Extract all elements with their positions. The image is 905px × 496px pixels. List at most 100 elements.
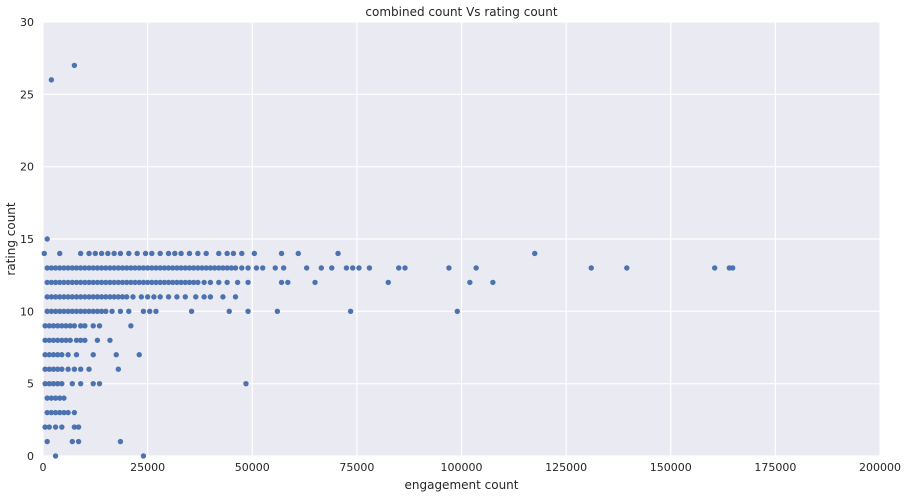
data-point xyxy=(44,294,50,300)
data-point xyxy=(396,265,402,271)
data-point xyxy=(86,279,92,286)
data-point xyxy=(71,323,78,329)
data-point xyxy=(190,279,197,286)
data-point xyxy=(57,294,63,300)
data-point xyxy=(170,279,176,286)
data-point xyxy=(201,279,207,286)
data-point xyxy=(111,250,117,257)
data-point xyxy=(77,380,84,387)
data-point xyxy=(90,352,96,358)
data-point xyxy=(186,279,193,286)
x-tick-labels: 0 25000 50000 75000 100000 125000 150000 175000… xyxy=(40,461,902,474)
data-point xyxy=(149,279,155,286)
y-tick-label: 5 xyxy=(27,378,34,391)
data-point xyxy=(260,265,266,271)
data-point xyxy=(65,308,71,315)
x-tick-label: 100000 xyxy=(441,461,483,474)
data-point xyxy=(73,279,80,286)
data-point xyxy=(285,279,291,286)
data-point xyxy=(42,380,48,387)
data-point xyxy=(52,294,59,300)
data-point xyxy=(124,279,130,286)
data-point xyxy=(111,279,117,286)
data-point xyxy=(94,279,101,286)
data-point xyxy=(94,308,101,315)
data-point xyxy=(147,308,153,315)
data-point xyxy=(119,279,126,286)
data-point xyxy=(48,279,55,286)
data-point xyxy=(142,250,149,257)
data-point xyxy=(57,395,63,401)
data-point xyxy=(347,308,354,315)
data-point xyxy=(82,279,88,286)
data-point xyxy=(115,366,122,372)
data-point xyxy=(230,250,237,257)
data-point xyxy=(77,279,84,286)
data-point xyxy=(165,279,172,286)
data-point xyxy=(136,352,142,358)
y-tick-label: 25 xyxy=(20,88,34,101)
data-point xyxy=(207,294,214,300)
data-point xyxy=(57,250,63,257)
chart-title: combined count Vs rating count xyxy=(365,5,557,19)
data-point xyxy=(96,380,103,387)
data-point xyxy=(134,250,140,257)
data-point xyxy=(48,409,55,416)
data-point xyxy=(98,308,105,315)
data-point xyxy=(211,265,218,271)
data-point xyxy=(52,395,59,401)
data-point xyxy=(44,265,50,271)
data-point xyxy=(157,294,163,300)
data-point xyxy=(44,438,50,445)
data-point xyxy=(42,424,48,430)
y-axis-label: rating count xyxy=(4,202,18,276)
data-point xyxy=(161,265,168,271)
data-point xyxy=(105,250,111,257)
data-point xyxy=(63,337,69,343)
data-point xyxy=(186,265,193,271)
data-point xyxy=(624,265,630,271)
data-point xyxy=(117,308,124,315)
data-point xyxy=(54,323,61,329)
data-point xyxy=(75,424,82,430)
data-point xyxy=(274,308,281,315)
data-point xyxy=(77,294,84,300)
data-point xyxy=(90,308,96,315)
data-point xyxy=(54,380,61,387)
data-point xyxy=(44,236,50,242)
data-point xyxy=(73,337,80,343)
data-point xyxy=(44,409,50,416)
data-point xyxy=(46,366,52,372)
data-point xyxy=(165,265,172,271)
data-point xyxy=(82,265,88,271)
data-point xyxy=(278,279,285,286)
data-point xyxy=(71,409,78,416)
y-tick-label: 20 xyxy=(20,161,34,174)
data-point xyxy=(107,337,113,343)
data-point xyxy=(61,395,67,401)
data-point xyxy=(329,265,335,271)
data-point xyxy=(111,265,117,271)
data-point xyxy=(188,308,195,315)
data-point xyxy=(48,77,55,83)
data-point xyxy=(295,250,301,257)
data-point xyxy=(44,308,50,315)
data-point xyxy=(124,294,130,300)
x-tick-label: 200000 xyxy=(859,461,901,474)
data-point xyxy=(186,250,193,257)
data-point xyxy=(446,265,452,271)
data-point xyxy=(77,323,84,329)
data-point xyxy=(165,294,172,300)
data-point xyxy=(41,250,47,257)
data-point xyxy=(140,265,147,271)
data-point xyxy=(52,279,59,286)
data-point xyxy=(174,279,180,286)
data-point xyxy=(52,424,59,430)
data-point xyxy=(90,323,96,329)
data-point xyxy=(59,380,65,387)
data-point xyxy=(224,250,230,257)
data-point xyxy=(132,279,138,286)
data-point xyxy=(178,250,184,257)
data-point xyxy=(107,294,113,300)
